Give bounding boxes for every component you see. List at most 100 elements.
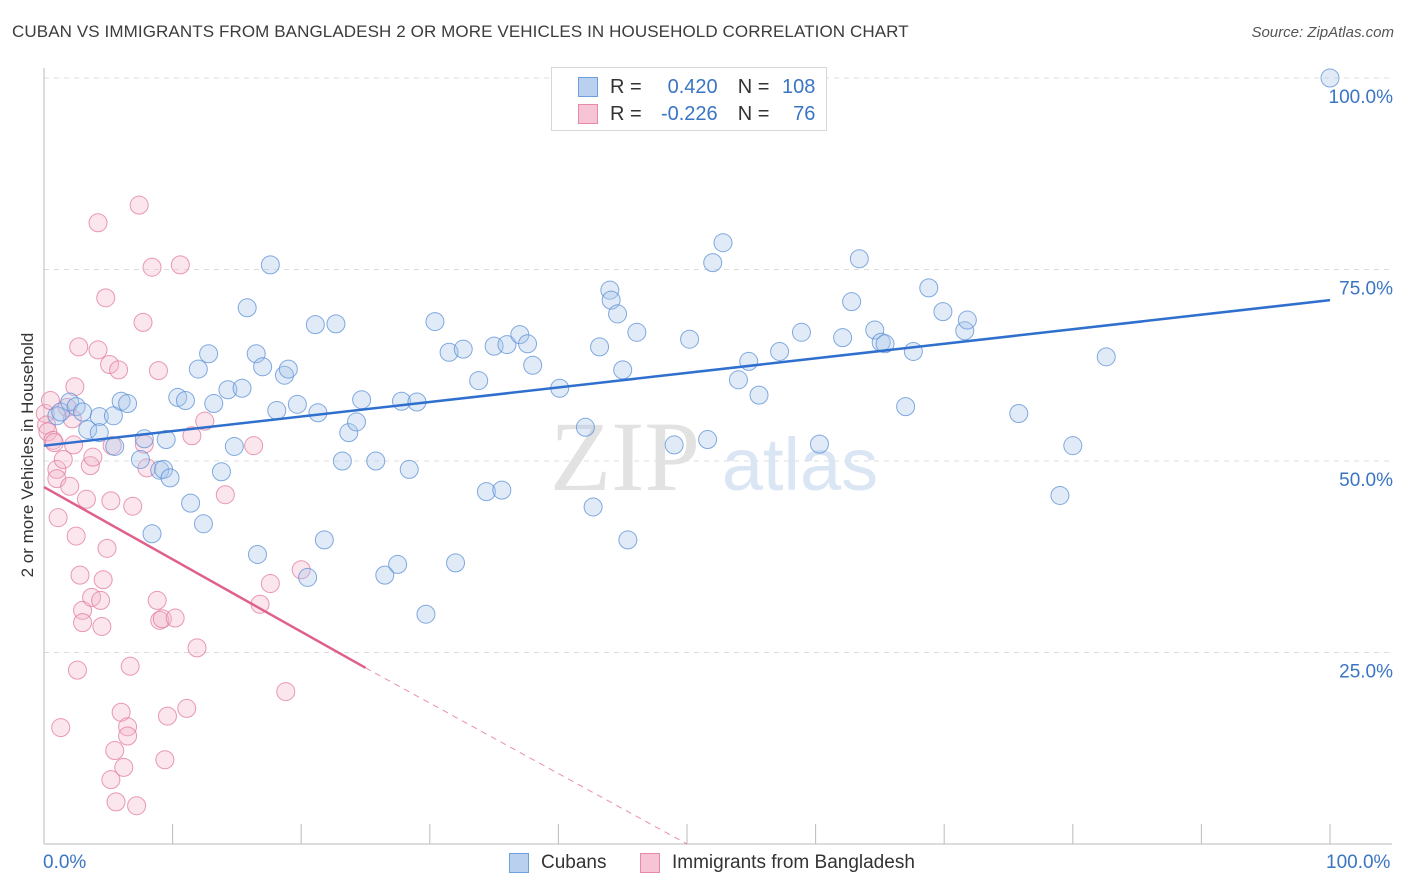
cubans-point [260,255,280,275]
bangladesh-point [182,426,202,446]
cubans-point [518,334,538,354]
bangladesh-point [76,489,96,509]
bangladesh-point [133,312,153,332]
cubans-point [366,451,386,471]
cubans-point [703,253,723,273]
bangladesh-point [127,796,147,816]
bangladesh-point [101,491,121,511]
bangladesh-point [123,496,143,516]
bangladesh-point [215,485,235,505]
cubans-point [326,314,346,334]
cubans-point [89,407,109,427]
bangladesh-point [65,377,85,397]
bangladesh-point [67,660,87,680]
cubans-point [339,423,359,443]
cubans-point [346,412,366,432]
cubans-point [865,320,885,340]
cubans-point [416,604,436,624]
cubans-point [618,530,638,550]
bangladesh-point [83,447,103,467]
bangladesh-trend-line [43,485,367,669]
cubans-point [237,298,257,318]
cubans-point [613,360,633,380]
cubans-point [181,493,201,513]
grid-lines [44,77,1392,653]
cubans-point [583,497,603,517]
cubans-point [1009,404,1029,424]
legend-row-bangladesh: R = -0.226 N = 76 [578,102,815,126]
cubans-point [66,397,86,417]
bangladesh-point [91,590,111,610]
trend-lines [43,298,1331,845]
cubans-point [204,394,224,414]
cubans-points [47,68,1340,624]
bangladesh-point [109,360,129,380]
cubans-point [1320,68,1340,88]
cubans-point [957,310,977,330]
y-tick-label: 50.0% [1339,470,1393,491]
cubans-point [627,322,647,342]
cubans-point [278,359,298,379]
cubans-point [590,337,610,357]
bangladesh-point [114,757,134,777]
bangladesh-swatch [578,104,598,124]
cubans-point [298,567,318,587]
cubans-point [142,524,162,544]
correlation-legend: R = 0.420 N = 108 R = -0.226 N = 76 [551,67,827,131]
bangladesh-trend-extension [365,667,688,845]
legend-r-value: -0.226 [660,102,718,125]
cubans-point [232,378,252,398]
bangladesh-point [48,508,68,528]
legend-item-bangladesh[interactable]: Immigrants from Bangladesh [640,852,915,874]
bangladesh-point [129,195,149,215]
cubans-point [47,406,67,426]
cubans-point [664,435,684,455]
cubans-point [287,394,307,414]
bangladesh-point [142,257,162,277]
bangladesh-point [53,449,73,469]
bangladesh-point [147,590,167,610]
cubans-point [1050,485,1070,505]
bangladesh-point [70,565,90,585]
legend-item-cubans[interactable]: Cubans [509,852,607,874]
legend-r-value: 0.420 [667,75,718,98]
bangladesh-point [100,354,120,374]
bangladesh-point [195,411,215,431]
cubans-point [89,423,109,443]
legend-r-label: R = [610,75,642,98]
y-tick-label: 100.0% [1329,87,1394,108]
bangladesh-point [106,792,126,812]
x-tick-min: 0.0% [43,852,87,873]
cubans-point [608,304,628,324]
cubans-point [188,359,208,379]
y-tick-labels: 25.0% 50.0% 75.0% 100.0% [1329,87,1394,683]
cubans-point [842,292,862,312]
bangladesh-points [35,195,311,816]
cubans-point [749,385,769,405]
bangladesh-point [97,538,117,558]
bangladesh-swatch [640,853,660,873]
legend-n-label: N = [737,75,770,98]
cubans-point [469,371,489,391]
bangladesh-point [92,616,112,636]
cubans-point [199,344,219,364]
watermark: ZIP atlas [550,401,878,512]
y-tick-label: 25.0% [1339,662,1393,683]
legend-cubans-label: Cubans [541,852,607,873]
cubans-point [193,514,213,534]
bangladesh-point [93,570,113,590]
cubans-point [253,357,273,377]
cubans-point [103,406,123,426]
cubans-point [809,434,829,454]
cubans-point [314,530,334,550]
bangladesh-point [105,741,125,761]
cubans-trend-line [43,298,1331,447]
bangladesh-point [118,726,138,746]
cubans-point [903,341,923,361]
y-axis-label: 2 or more Vehicles in Household [18,332,37,578]
cubans-point [175,390,195,410]
bangladesh-point [291,560,311,580]
axes [43,68,1392,845]
cubans-point [156,430,176,450]
cubans-point [78,420,98,440]
